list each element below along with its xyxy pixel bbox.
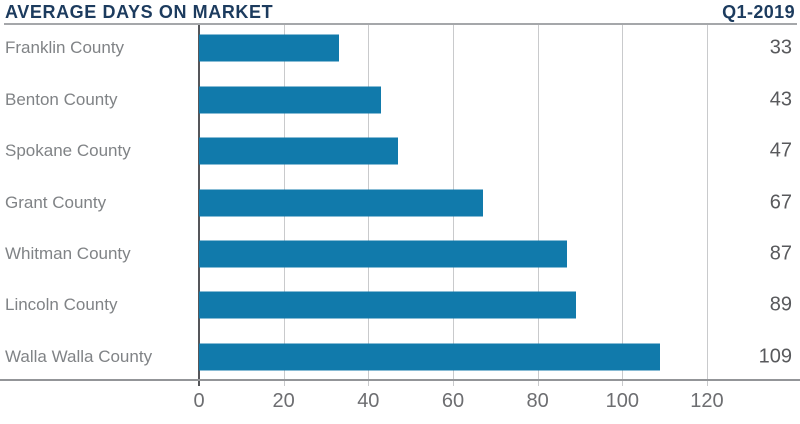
x-tick-label: 40 <box>357 390 380 412</box>
value-label: 33 <box>769 36 792 59</box>
category-label: Spokane County <box>5 141 131 161</box>
value-bar <box>199 86 382 114</box>
x-axis-line <box>0 379 800 381</box>
value-label: 109 <box>758 345 792 368</box>
value-label: 87 <box>769 242 792 265</box>
category-label: Lincoln County <box>5 295 118 315</box>
x-tick-label: 100 <box>605 390 639 412</box>
category-label: Whitman County <box>5 244 131 263</box>
x-tick-label: 80 <box>526 390 549 412</box>
value-bar <box>199 137 398 165</box>
x-tick-label: 120 <box>690 390 724 412</box>
value-label: 47 <box>769 139 792 162</box>
value-bar <box>199 34 339 62</box>
chart-title: AVERAGE DAYS ON MARKET <box>5 2 274 22</box>
value-label: 67 <box>769 191 792 214</box>
period-label: Q1-2019 <box>722 2 795 22</box>
value-label: 89 <box>769 293 792 316</box>
value-label: 43 <box>769 88 792 111</box>
value-bar <box>199 343 661 371</box>
x-tick-label: 20 <box>272 390 295 412</box>
x-tick-label: 0 <box>193 390 205 412</box>
gridline <box>537 25 539 386</box>
x-tick-label: 60 <box>441 390 465 412</box>
gridline <box>706 25 708 386</box>
value-bar <box>199 189 483 217</box>
value-bar <box>199 291 576 319</box>
value-bar <box>199 240 568 268</box>
header-rule <box>4 23 797 25</box>
category-label: Franklin County <box>5 38 125 58</box>
category-label: Grant County <box>5 192 107 212</box>
gridline <box>622 25 624 386</box>
category-label: Benton County <box>5 89 118 109</box>
category-label: Walla Walla County <box>5 346 153 366</box>
